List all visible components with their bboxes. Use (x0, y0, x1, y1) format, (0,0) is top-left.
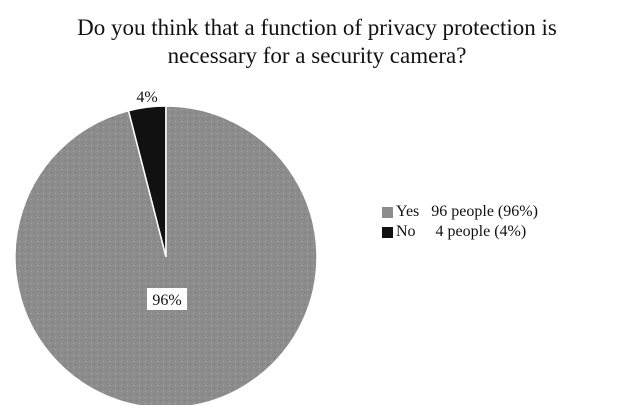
chart-title-line-2: necessary for a security camera? (167, 43, 467, 68)
chart-title: Do you think that a function of privacy … (0, 14, 634, 70)
pie-slice-yes (14, 105, 318, 405)
svg-text:96%: 96% (152, 292, 181, 309)
data-label-yes: 96% (147, 288, 187, 310)
legend-swatch-yes (382, 206, 393, 218)
data-label-no: 4% (136, 89, 157, 106)
legend-label-yes: Yes 96 people (96%) (396, 203, 538, 220)
legend-swatch-no (382, 226, 393, 238)
legend-item-no: No 4 people (4%) (382, 222, 538, 242)
legend-label-no: No 4 people (4%) (396, 223, 527, 240)
legend: Yes 96 people (96%) No 4 people (4%) (382, 202, 538, 242)
legend-item-yes: Yes 96 people (96%) (382, 202, 538, 222)
chart-title-line-1: Do you think that a function of privacy … (77, 15, 557, 40)
